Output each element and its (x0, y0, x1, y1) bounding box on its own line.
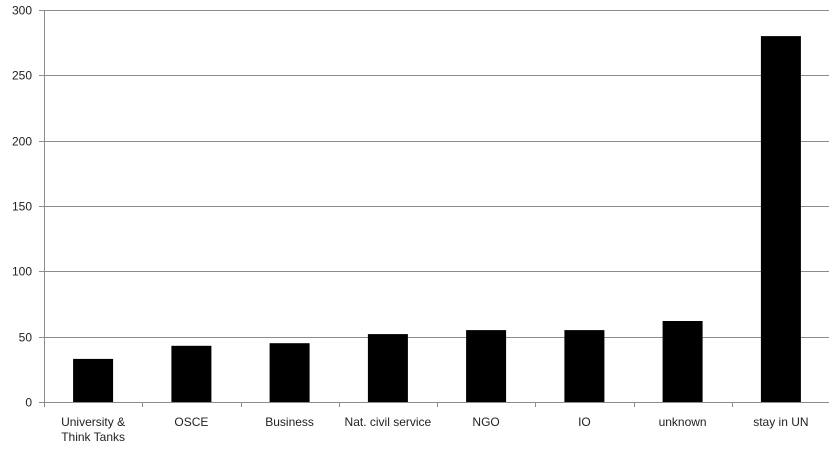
x-tick-label: OSCE (174, 415, 208, 429)
bar-university-think-tanks (73, 359, 113, 402)
y-tick-label: 0 (25, 396, 32, 410)
x-tick-label: Business (265, 415, 314, 429)
y-tick-label: 250 (12, 69, 32, 83)
bar-ngo (466, 330, 506, 402)
bars (73, 36, 801, 402)
x-tick-label: Nat. civil service (345, 415, 432, 429)
x-axis-ticks: University &Think Tanks OSCE Business Nat. … (45, 402, 829, 444)
x-tick-label: unknown (659, 415, 707, 429)
bar-unknown (663, 321, 703, 402)
bar-osce (171, 346, 211, 402)
y-tick-label: 300 (12, 4, 32, 18)
y-tick-label: 150 (12, 200, 32, 214)
y-axis-ticks: 0 50 100 150 200 250 300 (12, 4, 44, 410)
bar-business (270, 343, 310, 402)
bar-io (564, 330, 604, 402)
x-tick-label: University &Think Tanks (61, 415, 125, 444)
y-tick-label: 200 (12, 135, 32, 149)
bar-stay-in-un (761, 36, 801, 402)
x-tick-label: stay in UN (753, 415, 808, 429)
y-tick-label: 50 (19, 331, 33, 345)
gridlines (44, 11, 829, 338)
x-tick-label: IO (578, 415, 591, 429)
bar-nat-civil-service (368, 334, 408, 402)
y-tick-label: 100 (12, 265, 32, 279)
x-tick-label: NGO (472, 415, 499, 429)
